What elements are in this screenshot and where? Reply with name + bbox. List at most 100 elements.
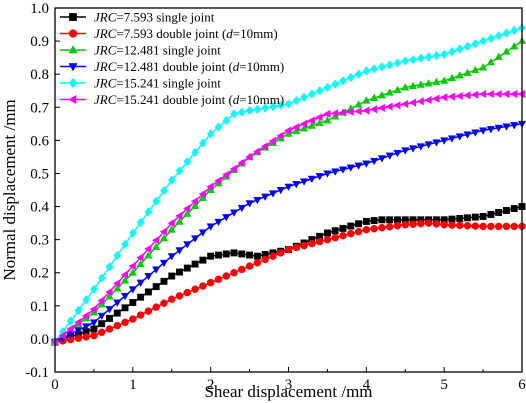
data-point xyxy=(176,268,183,276)
data-point xyxy=(471,129,480,137)
data-point xyxy=(440,137,449,145)
data-point xyxy=(346,164,355,172)
legend-item-1: JRC=7.593 double joint (d=10mm) xyxy=(60,26,278,41)
legend-item-3: JRC=12.481 double joint (d=10mm) xyxy=(60,59,284,74)
data-point xyxy=(245,105,254,116)
x-axis-label: Shear displacement /mm xyxy=(204,382,372,401)
data-point xyxy=(502,123,511,131)
data-point xyxy=(81,311,90,320)
data-point xyxy=(183,156,192,167)
data-point xyxy=(121,318,129,327)
data-point xyxy=(66,316,75,326)
data-point xyxy=(215,251,222,259)
data-point xyxy=(97,296,105,305)
data-point xyxy=(269,252,277,260)
data-point xyxy=(308,89,316,99)
series-4 xyxy=(51,23,526,347)
data-point xyxy=(175,166,184,176)
data-point xyxy=(478,127,488,135)
data-point xyxy=(159,227,167,236)
data-point xyxy=(416,97,424,106)
data-point xyxy=(463,68,472,76)
data-point xyxy=(246,251,254,259)
data-point xyxy=(190,197,199,206)
data-point xyxy=(167,218,175,228)
data-point xyxy=(90,325,98,333)
series-2 xyxy=(50,36,526,346)
y-tick-label: 0.3 xyxy=(30,233,49,249)
data-point xyxy=(424,79,433,87)
data-point xyxy=(362,160,371,168)
data-point xyxy=(105,262,114,272)
series-0 xyxy=(51,203,526,346)
data-point xyxy=(199,256,207,264)
data-point xyxy=(229,209,239,217)
legend-text: =12.481 single joint xyxy=(116,43,221,58)
data-point xyxy=(509,89,518,99)
data-point xyxy=(276,100,285,111)
data-point xyxy=(331,168,340,176)
data-point xyxy=(230,268,238,277)
data-point xyxy=(229,164,237,173)
data-point xyxy=(479,213,487,220)
data-point xyxy=(393,221,402,230)
data-point xyxy=(338,108,346,117)
series-1 xyxy=(51,219,526,346)
data-point xyxy=(300,92,308,103)
data-point xyxy=(120,292,130,301)
legend-text: =15.241 double joint ( xyxy=(116,92,232,107)
data-point xyxy=(90,331,98,340)
data-point xyxy=(400,99,409,109)
x-tick-label: 1 xyxy=(129,377,137,393)
data-point xyxy=(455,91,463,101)
data-point xyxy=(494,31,503,41)
data-point xyxy=(112,279,121,288)
data-point xyxy=(221,170,230,179)
data-point xyxy=(385,88,394,96)
legend-marker xyxy=(68,77,78,89)
data-point xyxy=(323,235,332,244)
data-point xyxy=(495,209,503,216)
legend-text: =7.593 double joint ( xyxy=(116,26,226,41)
data-point xyxy=(378,223,386,232)
data-point xyxy=(198,229,207,237)
data-point xyxy=(315,86,324,96)
data-point xyxy=(175,211,183,220)
data-point xyxy=(128,228,137,238)
data-point xyxy=(354,162,363,170)
data-point xyxy=(455,71,464,79)
data-point xyxy=(168,295,176,303)
data-point xyxy=(369,105,378,114)
data-point xyxy=(424,95,432,105)
data-point xyxy=(440,49,449,60)
data-point xyxy=(206,182,214,191)
data-point xyxy=(377,155,387,163)
legend-text: =15.241 single joint xyxy=(116,76,221,91)
legend-jrc: JRC xyxy=(94,43,117,58)
data-point xyxy=(128,268,137,276)
data-point xyxy=(331,79,340,89)
legend-item-2: JRC=12.481 single joint xyxy=(60,43,221,58)
data-point xyxy=(121,239,129,249)
data-point xyxy=(354,227,363,236)
data-point xyxy=(339,224,347,232)
data-point xyxy=(408,81,418,90)
data-point xyxy=(136,279,145,288)
x-tick-label: 5 xyxy=(440,377,448,393)
data-point xyxy=(401,83,410,91)
data-point xyxy=(510,25,519,36)
data-point xyxy=(284,245,293,254)
data-point xyxy=(191,260,199,268)
data-point xyxy=(502,222,511,231)
data-point xyxy=(144,244,152,254)
data-point xyxy=(401,56,410,66)
data-point xyxy=(300,241,308,250)
data-point xyxy=(424,52,433,62)
data-point xyxy=(323,109,331,118)
data-point xyxy=(167,175,176,185)
data-point xyxy=(74,305,83,316)
data-point xyxy=(90,284,98,294)
legend-item-4: JRC=15.241 single joint xyxy=(60,76,221,91)
data-point xyxy=(347,222,355,230)
